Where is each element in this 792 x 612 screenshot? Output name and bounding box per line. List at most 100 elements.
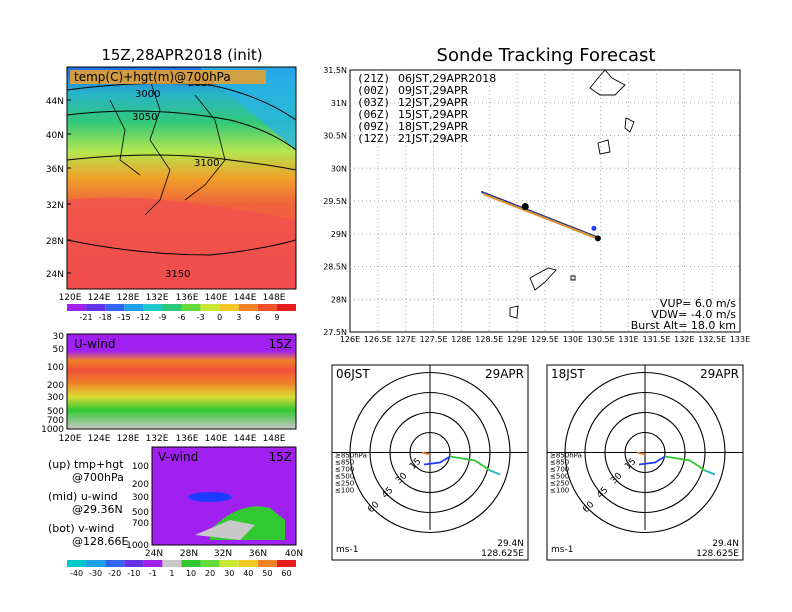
- colorbar-swatch: [67, 304, 87, 311]
- lon-tick-label: 148E: [263, 293, 286, 303]
- temperature-colorbar: -21 -18 -15 -12 -9 -6 -3 0 3 6 9: [67, 304, 296, 322]
- colorbar-swatch: [86, 304, 106, 311]
- colorbar-label: 0: [217, 313, 222, 322]
- track-legend: (21Z) 06JST,29APR2018 (00Z) 09JST,29APR (03Z…: [357, 72, 496, 145]
- legend-code: (06Z): [357, 108, 390, 121]
- lon-tick-label: 120E: [59, 293, 82, 303]
- colorbar-label: -3: [197, 313, 205, 322]
- colorbar-swatch: [200, 304, 220, 311]
- colorbar-swatch: [143, 560, 163, 567]
- lon-tick-label: 128E: [117, 434, 140, 444]
- colorbar-swatch: [124, 560, 144, 567]
- hodograph-trace: [638, 455, 666, 466]
- legend-time: 18JST,29APR: [398, 120, 469, 133]
- lon-tick-label: 132E: [674, 335, 694, 344]
- hodo-level-label: ≤100: [550, 487, 569, 495]
- pressure-tick-label: 50: [53, 345, 65, 355]
- legend-code: (09Z): [357, 120, 390, 133]
- lon-tick-label: 126.5E: [364, 335, 392, 344]
- colorbar-swatch: [276, 560, 296, 567]
- lat-tick-label: 36N: [249, 549, 267, 559]
- hodograph-trace: [636, 451, 646, 456]
- lon-tick-label: 124E: [88, 293, 111, 303]
- hodo-unit: ms-1: [336, 545, 358, 555]
- note-mid: (mid) u-wind: [48, 490, 118, 503]
- vwind-time: 15Z: [269, 450, 293, 464]
- lat-tick-label: 31N: [331, 99, 347, 108]
- map-field-label: temp(C)+hgt(m)@700hPa: [74, 70, 231, 84]
- lat-tick-label: 32N: [46, 201, 64, 211]
- lon-tick-label: 136E: [176, 293, 199, 303]
- hodo-time: 18JST: [551, 367, 585, 381]
- hodo-date: 29APR: [700, 367, 739, 381]
- track-title: Sonde Tracking Forecast: [437, 45, 656, 66]
- lat-tick-label: 31.5N: [323, 66, 347, 75]
- lon-tick-label: 140E: [205, 293, 228, 303]
- uwind-lon-axis: 120E 124E 128E 132E 136E 140E 144E 148E: [59, 434, 286, 444]
- hodograph-trace: [421, 451, 431, 456]
- colorbar-swatch: [86, 560, 106, 567]
- colorbar-label: 60: [281, 569, 291, 578]
- hodo-level-label: ≤700: [335, 466, 354, 474]
- colorbar-label: 40: [243, 569, 253, 578]
- colorbar-swatch: [67, 560, 87, 567]
- lat-tick-label: 36N: [46, 165, 64, 175]
- lat-tick-label: 44N: [46, 97, 64, 107]
- track-map: (21Z) 06JST,29APR2018 (00Z) 09JST,29APR (03Z…: [349, 69, 741, 333]
- colorbar-label: 20: [205, 569, 215, 578]
- lon-tick-label: 126E: [340, 335, 360, 344]
- map-title: 15Z,28APR2018 (init): [101, 46, 262, 64]
- colorbar-label: -40: [70, 569, 83, 578]
- lon-tick-label: 130E: [563, 335, 583, 344]
- lon-tick-label: 148E: [263, 434, 286, 444]
- lon-tick-label: 132.5E: [698, 335, 726, 344]
- pressure-tick-label: 500: [132, 508, 149, 518]
- note-bot: (bot) v-wind: [48, 522, 114, 535]
- burst-text: Burst Alt= 18.0 km: [631, 319, 736, 332]
- legend-time: 09JST,29APR: [398, 84, 469, 97]
- lon-tick-label: 136E: [176, 434, 199, 444]
- hodo-lon: 128.625E: [481, 549, 524, 559]
- lon-tick-label: 127E: [396, 335, 416, 344]
- colorbar-label: 3: [236, 313, 241, 322]
- colorbar-label: -18: [99, 313, 112, 322]
- colorbar-label: 1: [169, 569, 174, 578]
- legend-code: (00Z): [357, 84, 390, 97]
- colorbar-swatch: [276, 304, 296, 311]
- pressure-tick-label: 1000: [41, 425, 64, 435]
- lon-tick-label: 129E: [507, 335, 527, 344]
- hodograph-trace: [423, 455, 451, 466]
- hodo-level-label: ≤500: [550, 473, 569, 481]
- lon-tick-label: 133E: [730, 335, 750, 344]
- colorbar-label: 10: [186, 569, 196, 578]
- hodograph-trace: [449, 455, 491, 472]
- lat-tick-label: 29.5N: [323, 197, 347, 206]
- colorbar-swatch: [105, 304, 125, 311]
- hodo-level-label: ≤500: [335, 473, 354, 481]
- colorbar-swatch: [105, 560, 125, 567]
- lat-tick-label: 40N: [46, 131, 64, 141]
- hodo-level-label: ≤850: [335, 459, 354, 467]
- colorbar-label: -20: [108, 569, 121, 578]
- vdw-text: VDW= -4.0 m/s: [651, 308, 736, 321]
- lon-tick-label: 131E: [618, 335, 638, 344]
- pressure-tick-label: 700: [47, 416, 64, 426]
- hodo-lat: 29.4N: [497, 539, 524, 549]
- lat-tick-label: 30N: [331, 164, 347, 173]
- note-up: (up) tmp+hgt: [48, 458, 124, 471]
- colorbar-label: -21: [80, 313, 93, 322]
- colorbar-label: -15: [118, 313, 131, 322]
- colorbar-label: 6: [255, 313, 260, 322]
- colorbar-label: 50: [262, 569, 272, 578]
- colorbar-label: 9: [274, 313, 279, 322]
- hodo-level-label: ≥850hPa: [550, 452, 582, 460]
- hodo-lat: 29.4N: [712, 539, 739, 549]
- lat-tick-label: 30.5N: [323, 132, 347, 141]
- legend-time: 21JST,29APR: [398, 132, 469, 145]
- colorbar-label: -9: [158, 313, 166, 322]
- lon-tick-label: 124E: [88, 434, 111, 444]
- pressure-tick-label: 30: [53, 332, 65, 342]
